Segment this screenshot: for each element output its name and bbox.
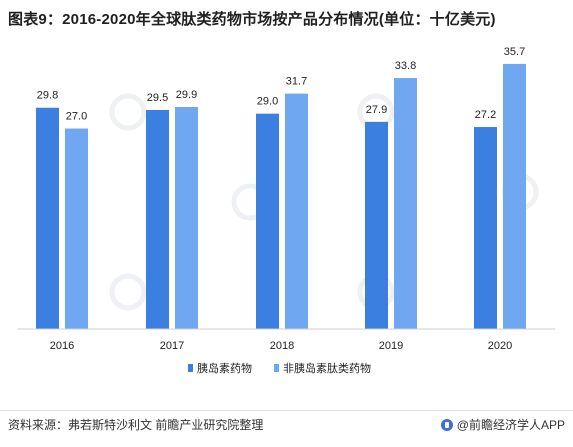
- brand-text: @前瞻经济学人APP: [456, 418, 565, 432]
- data-label: 31.7: [286, 76, 307, 88]
- data-label: 29.8: [37, 90, 58, 102]
- bar-non-insulin-2017: [175, 106, 198, 330]
- bar-insulin-2018: [256, 113, 279, 329]
- x-tick-label: 2020: [488, 340, 512, 352]
- bar-insulin-2017: [146, 109, 169, 330]
- x-tick-label: 2019: [379, 340, 403, 352]
- data-label: 35.7: [504, 46, 525, 58]
- chart-area: 29.8 27.0 29.5 29.9 29.0 31.7 27.9 33.8 27.2 35.7…: [0, 32, 573, 402]
- legend: 胰岛素药物 非胰岛素肽类药物: [188, 361, 371, 375]
- legend-label: 非胰岛素肽类药物: [283, 361, 371, 375]
- legend-swatch: [274, 364, 279, 372]
- bar-insulin-2020: [474, 127, 497, 329]
- watermark-logo-icon: [109, 93, 147, 131]
- source-text: 资料来源：弗若斯特沙利文 前瞻产业研究院整理: [8, 418, 264, 432]
- data-label: 29.0: [257, 96, 278, 108]
- data-label: 29.5: [147, 92, 168, 104]
- data-label: 29.9: [176, 89, 197, 101]
- watermark-logo-icon: [109, 273, 147, 311]
- footer: 资料来源：弗若斯特沙利文 前瞻产业研究院整理 @前瞻经济学人APP: [8, 416, 565, 436]
- x-tick-labels: 2016 2017 2018 2019 2020: [50, 340, 512, 352]
- bar-non-insulin-2018: [285, 93, 308, 329]
- bar-non-insulin-2019: [394, 78, 417, 329]
- legend-label: 胰岛素药物: [197, 361, 252, 375]
- bar-non-insulin-2016: [65, 128, 88, 329]
- bar-insulin-2019: [365, 121, 388, 329]
- legend-swatch: [188, 364, 193, 372]
- bar-insulin-2016: [36, 107, 59, 329]
- bar-non-insulin-2020: [503, 63, 526, 330]
- x-tick-label: 2017: [160, 340, 184, 352]
- bars-layer: 29.8 27.0 29.5 29.9 29.0 31.7 27.9 33.8 27.2 35.7: [36, 46, 526, 330]
- footer-divider: [0, 410, 573, 411]
- bar-chart: 29.8 27.0 29.5 29.9 29.0 31.7 27.9 33.8 27.2 35.7…: [18, 46, 555, 375]
- x-tick-label: 2018: [270, 340, 294, 352]
- data-label: 33.8: [395, 60, 416, 72]
- data-label: 27.9: [366, 104, 387, 116]
- x-tick-label: 2016: [50, 340, 74, 352]
- chart-title: 图表9：2016-2020年全球肽类药物市场按产品分布情况(单位：十亿美元): [8, 11, 496, 28]
- qianzhan-logo-icon: [440, 418, 453, 431]
- data-label: 27.2: [475, 109, 496, 121]
- brand-credit: @前瞻经济学人APP: [440, 416, 565, 433]
- data-label: 27.0: [66, 111, 87, 123]
